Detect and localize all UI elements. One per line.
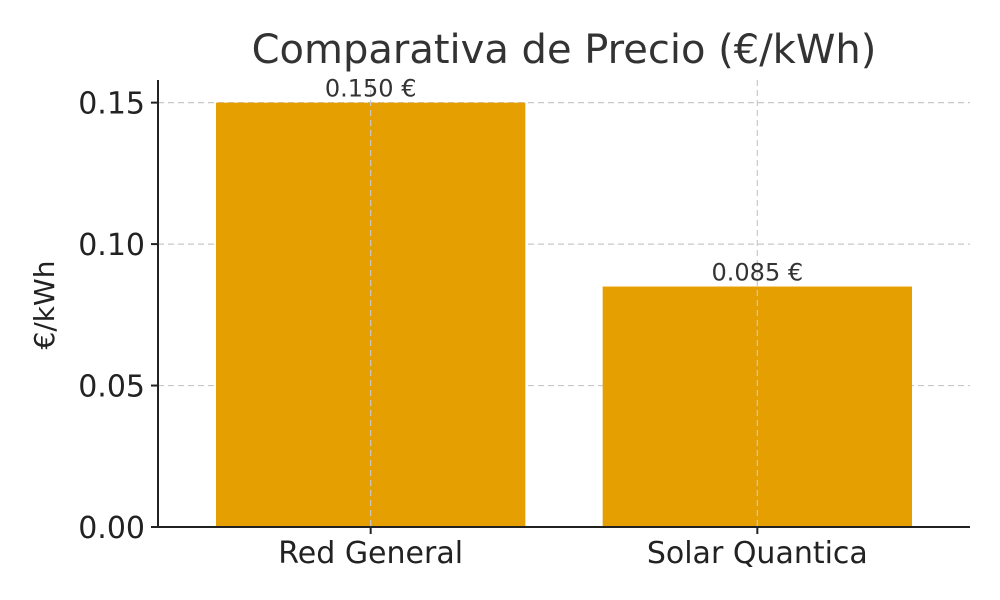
chart-title: Comparativa de Precio (€/kWh) [252, 27, 877, 73]
x-tick-label: Red General [278, 536, 463, 571]
bar-value-label: 0.150 € [325, 75, 417, 103]
y-tick-label: 0.05 [78, 370, 145, 405]
vertical-grid-lines [370, 80, 758, 527]
bar [602, 286, 912, 527]
y-axis-label: €/kWh [28, 261, 61, 350]
x-tick-label: Solar Quantica [647, 536, 868, 571]
y-tick-label: 0.00 [78, 511, 145, 546]
bar-value-label: 0.085 € [712, 259, 804, 287]
data-labels: 0.150 € 0.085 € [325, 75, 803, 287]
axes [157, 80, 970, 528]
y-tick-label: 0.10 [78, 228, 145, 263]
x-ticks: Red General Solar Quantica [278, 527, 868, 571]
y-ticks: 0.00 0.05 0.10 0.15 [78, 87, 158, 546]
bars [216, 102, 912, 528]
y-tick-label: 0.15 [78, 87, 145, 122]
